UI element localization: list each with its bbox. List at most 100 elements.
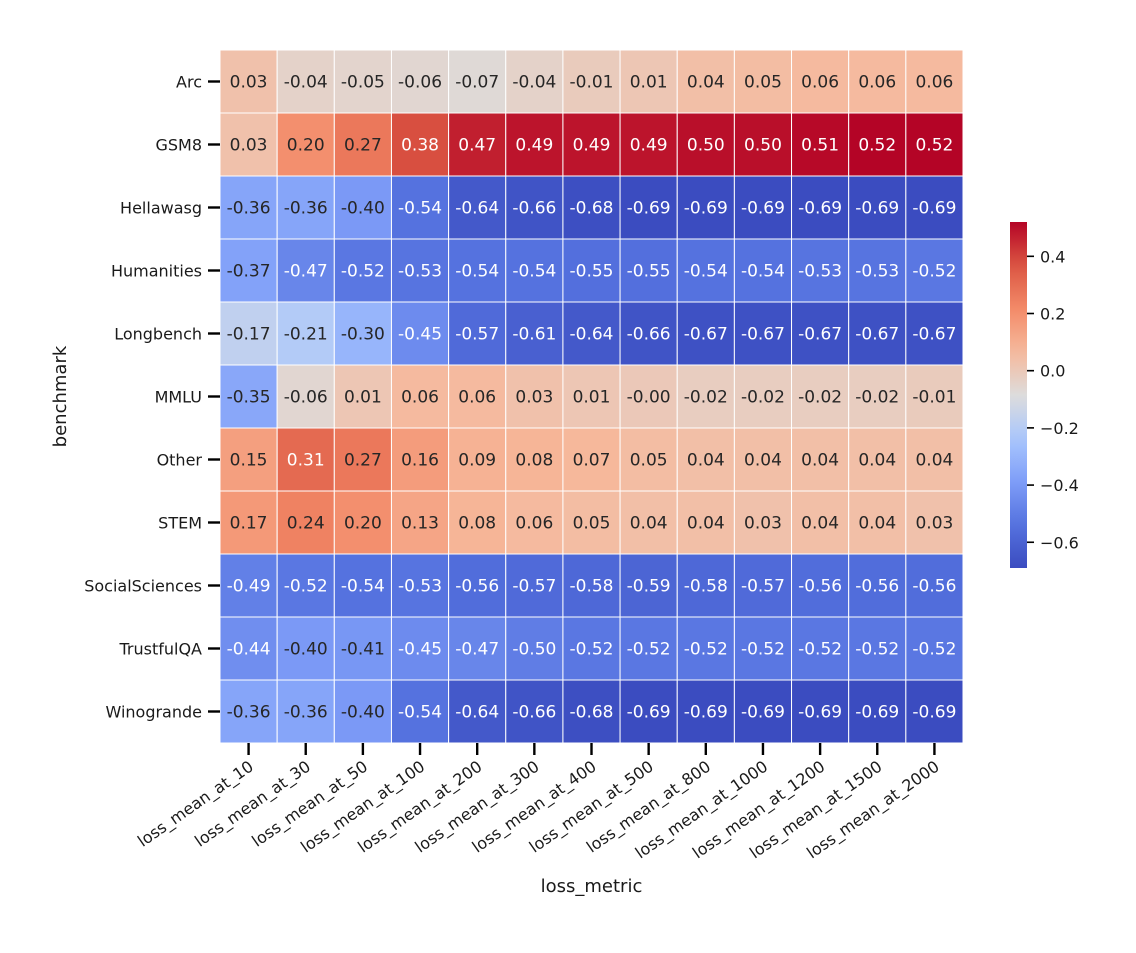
heatmap-cell-label: -0.52 (684, 640, 728, 660)
heatmap-cell-label: 0.15 (230, 451, 268, 471)
heatmap-cell-TrustfulQA-loss_mean_at_50 (333, 616, 392, 681)
heatmap-cell-Arc-loss_mean_at_1000 (733, 49, 793, 114)
heatmap-cell-label: 0.07 (573, 451, 611, 471)
colorbar-tick-label: 0.2 (1040, 305, 1065, 324)
heatmap-cell-label: -0.52 (284, 577, 328, 597)
heatmap-cell-Longbench-loss_mean_at_1500 (848, 301, 907, 366)
heatmap-cell-Other-loss_mean_at_800 (676, 427, 735, 492)
heatmap-cell-label: -0.47 (455, 640, 499, 660)
heatmap-cell-Other-loss_mean_at_100 (390, 427, 450, 492)
heatmap-cell-label: -0.58 (570, 577, 614, 597)
heatmap-cell-label: -0.17 (227, 325, 271, 345)
heatmap-cell-Hellawasg-loss_mean_at_1200 (791, 175, 850, 240)
heatmap-cell-MMLU-loss_mean_at_800 (676, 364, 735, 429)
heatmap-cell-label: 0.20 (344, 514, 382, 534)
colorbar-tick-label: −0.6 (1040, 533, 1079, 552)
heatmap-cell-label: -0.59 (627, 577, 671, 597)
heatmap-cell-Other-loss_mean_at_1000 (733, 427, 793, 492)
heatmap-cell-STEM-loss_mean_at_1500 (848, 490, 907, 555)
heatmap-cell-label: 0.50 (687, 136, 725, 156)
colorbar-tick-label: −0.2 (1040, 419, 1079, 438)
heatmap-cell-label: 0.04 (858, 514, 896, 534)
heatmap-cell-label: 0.04 (687, 73, 725, 93)
heatmap-cell-label: -0.06 (284, 388, 328, 408)
heatmap-cell-label: -0.52 (855, 640, 899, 660)
heatmap-cell-label: 0.03 (515, 388, 553, 408)
heatmap-cell-Humanities-loss_mean_at_100 (390, 238, 450, 303)
heatmap-cell-label: -0.69 (855, 703, 899, 723)
heatmap-cell-TrustfulQA-loss_mean_at_1200 (791, 616, 850, 681)
heatmap-cell-Arc-loss_mean_at_10 (219, 49, 278, 114)
heatmap-cell-label: 0.17 (230, 514, 268, 534)
heatmap-cell-label: 0.50 (744, 136, 782, 156)
heatmap-cell-label: -0.02 (684, 388, 728, 408)
heatmap-cell-label: -0.36 (227, 199, 271, 219)
y-tick-label: Arc (176, 73, 202, 92)
heatmap-cell-Arc-loss_mean_at_500 (619, 49, 678, 114)
heatmap-cell-TrustfulQA-loss_mean_at_100 (390, 616, 450, 681)
heatmap-cell-label: 0.03 (915, 514, 953, 534)
heatmap-cell-label: 0.38 (401, 136, 439, 156)
heatmap-cell-label: -0.56 (798, 577, 842, 597)
heatmap-cell-label: -0.40 (284, 640, 328, 660)
heatmap-cell-TrustfulQA-loss_mean_at_10 (219, 616, 278, 681)
heatmap-cell-label: -0.52 (912, 640, 956, 660)
y-tick-label: MMLU (155, 388, 202, 407)
heatmap-cell-Humanities-loss_mean_at_10 (219, 238, 278, 303)
heatmap-cell-label: -0.21 (284, 325, 328, 345)
heatmap-cell-label: 0.01 (344, 388, 382, 408)
heatmap-cell-GSM8-loss_mean_at_200 (448, 112, 507, 177)
heatmap-cell-STEM-loss_mean_at_1200 (791, 490, 850, 555)
heatmap-cell-label: -0.54 (398, 199, 442, 219)
heatmap-cell-label: 0.04 (801, 451, 839, 471)
heatmap-cell-label: 0.13 (401, 514, 439, 534)
heatmap-cell-MMLU-loss_mean_at_500 (619, 364, 678, 429)
heatmap-cell-label: -0.56 (855, 577, 899, 597)
heatmap-cell-label: -0.44 (227, 640, 271, 660)
heatmap-cell-STEM-loss_mean_at_300 (505, 490, 564, 555)
heatmap-cell-Arc-loss_mean_at_30 (276, 49, 335, 114)
y-tick-label: Winogrande (105, 703, 202, 722)
heatmap-cell-MMLU-loss_mean_at_10 (219, 364, 278, 429)
heatmap-cell-MMLU-loss_mean_at_200 (448, 364, 507, 429)
heatmap-cell-label: -0.64 (455, 199, 499, 219)
heatmap-cell-label: -0.54 (455, 262, 499, 282)
heatmap-cell-label: -0.52 (627, 640, 671, 660)
heatmap-cell-label: 0.03 (230, 136, 268, 156)
y-tick-label: Hellawasg (120, 199, 202, 218)
heatmap-cell-label: -0.02 (798, 388, 842, 408)
heatmap-cell-Winogrande-loss_mean_at_100 (390, 679, 450, 744)
heatmap-cell-STEM-loss_mean_at_2000 (905, 490, 964, 555)
heatmap-cell-label: -0.56 (912, 577, 956, 597)
heatmap-cell-label: -0.54 (741, 262, 785, 282)
heatmap-cell-label: -0.01 (912, 388, 956, 408)
heatmap-cell-label: -0.64 (570, 325, 614, 345)
heatmap-cell-label: -0.54 (684, 262, 728, 282)
heatmap-cell-label: -0.57 (455, 325, 499, 345)
heatmap-cell-MMLU-loss_mean_at_50 (333, 364, 392, 429)
heatmap-cell-GSM8-loss_mean_at_50 (333, 112, 392, 177)
heatmap-cell-label: -0.58 (684, 577, 728, 597)
heatmap-cell-label: 0.24 (287, 514, 325, 534)
heatmap-cell-GSM8-loss_mean_at_800 (676, 112, 735, 177)
heatmap-cell-label: -0.05 (341, 73, 385, 93)
heatmap-cell-Other-loss_mean_at_400 (562, 427, 621, 492)
heatmap-cell-Hellawasg-loss_mean_at_30 (276, 175, 335, 240)
heatmap-cell-Humanities-loss_mean_at_2000 (905, 238, 964, 303)
y-axis: Arc GSM8 Hellawasg Humanities Longbench MMLU O… (84, 73, 220, 722)
y-axis-title: benchmark (50, 345, 71, 447)
heatmap-cell-label: -0.67 (741, 325, 785, 345)
heatmap-cell-label: -0.67 (798, 325, 842, 345)
heatmap-cell-label: -0.06 (398, 73, 442, 93)
heatmap-cell-label: 0.52 (915, 136, 953, 156)
heatmap-cell-Other-loss_mean_at_2000 (905, 427, 964, 492)
heatmap-cell-label: 0.04 (630, 514, 668, 534)
heatmap-cell-label: -0.53 (398, 577, 442, 597)
heatmap-cell-label: -0.55 (570, 262, 614, 282)
heatmap-cell-label: -0.37 (227, 262, 271, 282)
heatmap-cell-SocialSciences-loss_mean_at_10 (219, 553, 278, 618)
heatmap-cell-label: -0.07 (455, 73, 499, 93)
heatmap-cell-STEM-loss_mean_at_400 (562, 490, 621, 555)
heatmap-cell-Longbench-loss_mean_at_30 (276, 301, 335, 366)
